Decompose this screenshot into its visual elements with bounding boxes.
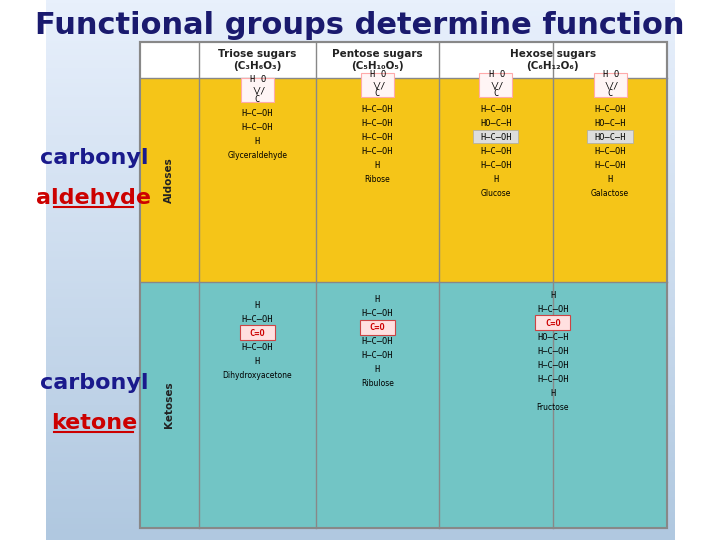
Bar <box>140 78 667 282</box>
Text: O: O <box>261 75 266 84</box>
FancyBboxPatch shape <box>593 73 626 97</box>
Text: H: H <box>375 160 380 170</box>
Text: Ribose: Ribose <box>364 174 390 184</box>
Text: C: C <box>493 90 498 98</box>
Text: Glucose: Glucose <box>480 188 511 198</box>
Text: H: H <box>550 291 556 300</box>
Text: H: H <box>493 174 498 184</box>
Text: H: H <box>255 356 260 366</box>
Text: \: \ <box>372 82 377 91</box>
FancyBboxPatch shape <box>536 315 570 330</box>
Text: H—C—OH: H—C—OH <box>242 342 273 352</box>
Text: H—C—OH: H—C—OH <box>242 314 273 323</box>
Text: H—C—OH: H—C—OH <box>594 146 626 156</box>
Text: HO—C—H: HO—C—H <box>537 333 569 341</box>
Text: Dihydroxyacetone: Dihydroxyacetone <box>222 370 292 380</box>
Text: Ketoses: Ketoses <box>164 382 174 428</box>
Text: H—C—OH: H—C—OH <box>361 105 393 113</box>
Text: H—C—OH: H—C—OH <box>361 309 393 319</box>
FancyBboxPatch shape <box>588 130 633 143</box>
Text: Galactose: Galactose <box>591 188 629 198</box>
Text: C: C <box>255 94 260 104</box>
FancyBboxPatch shape <box>361 73 394 97</box>
Bar <box>140 282 667 528</box>
Text: O: O <box>613 70 618 79</box>
Text: H—C—OH: H—C—OH <box>361 146 393 156</box>
Text: H—C—OH: H—C—OH <box>480 146 511 156</box>
Text: H—C—OH: H—C—OH <box>361 132 393 141</box>
Text: H: H <box>369 70 375 79</box>
Text: O: O <box>499 70 505 79</box>
Text: Glyceraldehyde: Glyceraldehyde <box>228 152 287 160</box>
Text: H: H <box>375 366 380 375</box>
Text: H—C—OH: H—C—OH <box>537 361 569 369</box>
Text: H—C—OH: H—C—OH <box>594 160 626 170</box>
Text: Functional groups determine function: Functional groups determine function <box>35 10 685 39</box>
Text: Ribulose: Ribulose <box>361 380 394 388</box>
Text: //: // <box>494 82 505 91</box>
Text: Pentose sugars
(C₅H₁₀O₅): Pentose sugars (C₅H₁₀O₅) <box>332 49 423 71</box>
Text: C=O: C=O <box>369 323 385 333</box>
Text: H—C—OH: H—C—OH <box>242 124 273 132</box>
Text: H—C—OH: H—C—OH <box>361 118 393 127</box>
Text: carbonyl: carbonyl <box>40 373 148 393</box>
Text: ketone: ketone <box>50 413 137 433</box>
Text: aldehyde: aldehyde <box>36 188 151 208</box>
Text: H: H <box>255 300 260 309</box>
Text: H—C—OH: H—C—OH <box>537 375 569 383</box>
Bar <box>140 42 667 528</box>
Text: H—C—OH: H—C—OH <box>537 347 569 355</box>
FancyBboxPatch shape <box>360 320 395 335</box>
FancyBboxPatch shape <box>473 130 518 143</box>
FancyBboxPatch shape <box>479 73 513 97</box>
Text: O: O <box>381 70 386 79</box>
Text: Aldoses: Aldoses <box>164 157 174 203</box>
Text: H—C—OH: H—C—OH <box>361 352 393 361</box>
Text: //: // <box>608 82 618 91</box>
Text: H—C—OH: H—C—OH <box>361 338 393 347</box>
Text: \: \ <box>605 82 610 91</box>
Text: //: // <box>256 86 266 96</box>
Text: C: C <box>608 90 613 98</box>
Text: HO—C—H: HO—C—H <box>594 132 626 141</box>
Text: \: \ <box>490 82 496 91</box>
Text: C: C <box>375 90 380 98</box>
Text: H—C—OH: H—C—OH <box>480 160 511 170</box>
Text: H: H <box>550 388 556 397</box>
Text: //: // <box>376 82 386 91</box>
Text: H—C—OH: H—C—OH <box>480 105 511 113</box>
Text: H—C—OH: H—C—OH <box>242 110 273 118</box>
Text: H: H <box>602 70 608 79</box>
Text: H—C—OH: H—C—OH <box>537 305 569 314</box>
Bar <box>140 42 667 528</box>
Text: H: H <box>375 295 380 305</box>
Text: H: H <box>255 138 260 146</box>
Text: C=O: C=O <box>250 328 265 338</box>
Text: Fructose: Fructose <box>536 402 570 411</box>
Text: Triose sugars
(C₃H₆O₃): Triose sugars (C₃H₆O₃) <box>218 49 297 71</box>
Text: \: \ <box>252 86 258 96</box>
Text: carbonyl: carbonyl <box>40 148 148 168</box>
Text: H: H <box>608 174 613 184</box>
Text: H—C—OH: H—C—OH <box>480 132 511 141</box>
Text: HO—C—H: HO—C—H <box>480 118 511 127</box>
FancyBboxPatch shape <box>241 78 274 102</box>
Text: H: H <box>250 75 255 84</box>
Text: H: H <box>488 70 493 79</box>
Text: C=O: C=O <box>545 319 561 327</box>
Text: HO—C—H: HO—C—H <box>594 118 626 127</box>
FancyBboxPatch shape <box>240 325 275 340</box>
Text: Hexose sugars
(C₆H₁₂O₆): Hexose sugars (C₆H₁₂O₆) <box>510 49 596 71</box>
Text: H—C—OH: H—C—OH <box>594 105 626 113</box>
